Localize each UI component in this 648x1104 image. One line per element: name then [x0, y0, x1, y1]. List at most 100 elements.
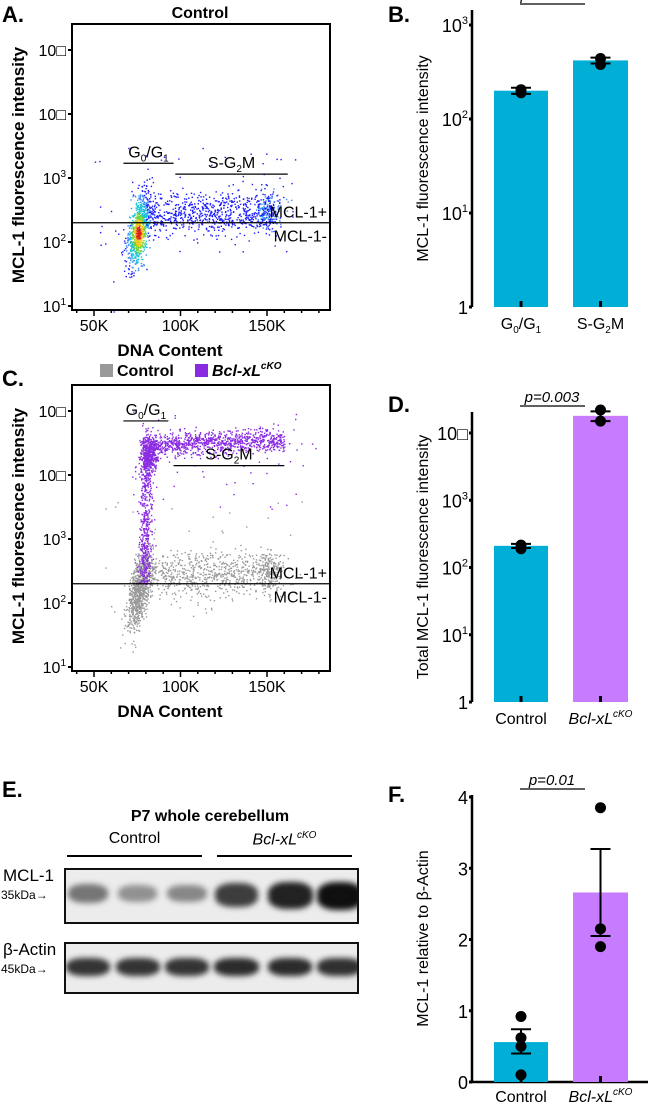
scatter-point	[269, 600, 271, 602]
scatter-point	[145, 570, 147, 573]
scatter-point	[242, 566, 245, 568]
scatter-point	[245, 213, 248, 216]
scatter-point	[245, 205, 248, 208]
scatter-point	[128, 252, 130, 254]
scatter-point	[174, 196, 176, 198]
scatter-point	[145, 232, 147, 234]
scatter-point	[133, 578, 135, 580]
scatter-point	[243, 234, 246, 237]
scatter-point	[174, 210, 177, 212]
scatter-point	[135, 466, 137, 468]
scatter-point	[145, 449, 147, 451]
scatter-point	[138, 238, 140, 240]
scatter-point	[129, 608, 131, 610]
scatter-point	[151, 470, 153, 472]
scatter-point	[219, 219, 221, 221]
scatter-point	[158, 236, 160, 238]
scatter-point	[140, 606, 142, 608]
scatter-point	[137, 217, 139, 219]
scatter-point	[132, 226, 134, 228]
scatter-point	[172, 569, 175, 571]
scatter-point	[258, 559, 261, 561]
scatter-point	[142, 478, 144, 480]
scatter-point	[129, 250, 132, 252]
scatter-point	[247, 431, 250, 433]
scatter-point	[194, 434, 197, 436]
scatter-point	[178, 211, 180, 213]
scatter-point	[197, 203, 199, 205]
scatter-point	[199, 209, 201, 212]
scatter-point	[141, 592, 143, 595]
scatter-point	[125, 242, 127, 244]
scatter-point	[242, 251, 244, 253]
scatter-point	[153, 465, 156, 467]
scatter-point	[138, 593, 141, 596]
scatter-point	[148, 466, 150, 468]
scatter-point	[143, 570, 145, 572]
scatter-point	[164, 574, 167, 577]
scatter-point	[138, 512, 140, 515]
scatter-point	[248, 442, 250, 444]
scatter-point	[252, 564, 254, 567]
scatter-point	[255, 568, 257, 570]
scatter-point	[228, 449, 231, 451]
scatter-point	[131, 610, 133, 612]
scatter-point	[257, 231, 260, 233]
scatter-point	[143, 529, 145, 531]
scatter-point	[139, 441, 142, 444]
scatter-point	[196, 585, 199, 587]
scatter-point	[133, 606, 136, 609]
scatter-point	[222, 554, 224, 556]
scatter-point	[125, 605, 128, 608]
scatter-point	[139, 574, 141, 576]
scatter-point	[147, 212, 150, 214]
scatter-point	[138, 229, 141, 232]
scatter-point	[148, 527, 150, 529]
scatter-point	[272, 573, 275, 575]
gate-label-text: S-G	[208, 155, 236, 172]
scatter-point	[234, 224, 236, 227]
scatter-point	[249, 224, 252, 226]
scatter-point	[134, 601, 137, 604]
scatter-point	[207, 203, 209, 205]
scatter-point	[144, 583, 147, 586]
scatter-point	[163, 567, 165, 570]
scatter-point	[147, 209, 149, 211]
scatter-point	[178, 560, 181, 562]
scatter-point	[254, 571, 256, 573]
scatter-point	[193, 569, 195, 572]
scatter-point	[137, 219, 139, 221]
scatter-point	[141, 562, 143, 564]
scatter-point	[146, 224, 148, 226]
scatter-point	[150, 201, 152, 203]
scatter-point	[146, 459, 149, 461]
scatter-point	[214, 573, 216, 575]
scatter-point	[161, 569, 163, 572]
scatter-point	[131, 225, 133, 227]
scatter-point	[255, 212, 258, 215]
scatter-point	[238, 573, 240, 575]
scatter-point	[152, 460, 155, 462]
scatter-point	[150, 503, 152, 505]
scatter-point	[129, 231, 131, 233]
scatter-point	[140, 554, 142, 557]
scatter-point	[217, 448, 219, 451]
scatter-point	[206, 580, 208, 583]
scatter-point	[259, 208, 262, 210]
scatter-point	[191, 576, 193, 578]
scatter-point	[179, 452, 182, 454]
scatter-point	[143, 568, 145, 570]
scatter-point	[264, 196, 267, 198]
scatter-point	[178, 579, 181, 581]
scatter-point	[143, 514, 145, 516]
scatter-point	[141, 526, 143, 528]
scatter-point	[140, 600, 142, 603]
scatter-point	[148, 500, 151, 502]
scatter-point	[248, 448, 250, 450]
scatter-point	[295, 577, 297, 579]
scatter-point	[139, 195, 142, 198]
scatter-point	[246, 210, 248, 212]
scatter-point	[128, 272, 130, 275]
scatter-point	[143, 246, 145, 248]
scatter-point	[143, 468, 146, 471]
